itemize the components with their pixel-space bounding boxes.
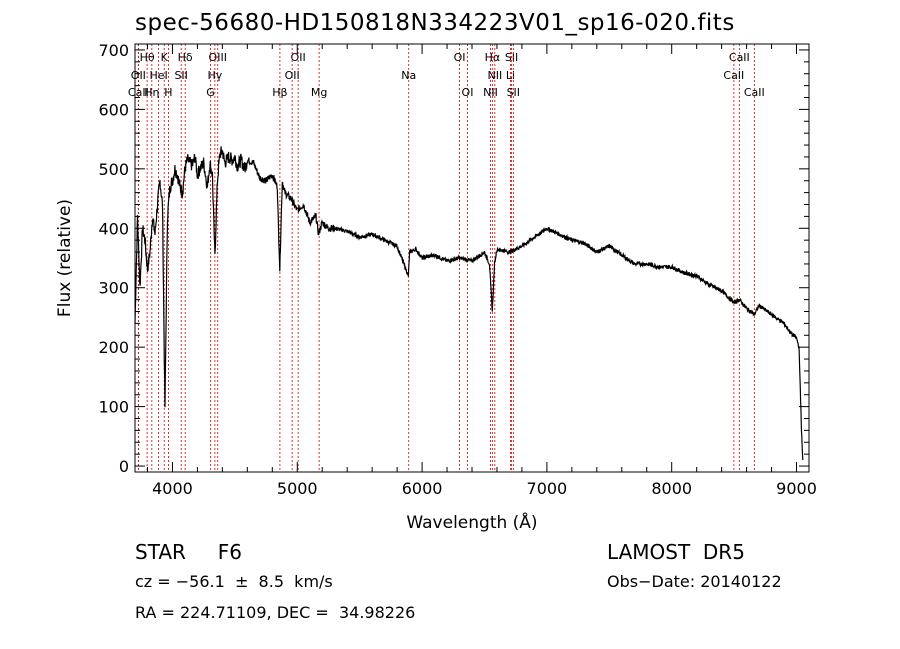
line-marker-label: NII bbox=[487, 69, 502, 82]
line-marker-label: CaII bbox=[744, 86, 765, 99]
y-tick-label: 300 bbox=[98, 279, 129, 298]
x-tick-label: 5000 bbox=[277, 479, 318, 498]
line-marker-label: K bbox=[161, 51, 169, 64]
line-marker-label: OIII bbox=[209, 51, 227, 64]
line-marker-label: H bbox=[164, 86, 172, 99]
line-marker-label: SII bbox=[507, 86, 520, 99]
observation-date: Obs−Date: 20140122 bbox=[607, 572, 782, 591]
x-tick-label: 7000 bbox=[527, 479, 568, 498]
y-tick-label: 400 bbox=[98, 219, 129, 238]
line-marker-label: Hγ bbox=[207, 69, 222, 82]
redshift-velocity: cz = −56.1 ± 8.5 km/s bbox=[135, 572, 333, 591]
line-marker-label: OII bbox=[285, 69, 300, 82]
line-marker-label: G bbox=[206, 86, 215, 99]
x-axis-label: Wavelength (Å) bbox=[406, 511, 537, 533]
y-tick-label: 500 bbox=[98, 160, 129, 179]
object-class: STAR F6 bbox=[135, 540, 242, 564]
line-marker-label: Li bbox=[506, 69, 515, 82]
line-marker-label: NII bbox=[483, 86, 498, 99]
y-tick-label: 0 bbox=[119, 457, 129, 476]
y-tick-label: 600 bbox=[98, 100, 129, 119]
x-tick-label: 9000 bbox=[776, 479, 817, 498]
chart-title: spec-56680-HD150818N334223V01_sp16-020.f… bbox=[135, 10, 735, 36]
line-marker-label: Mg bbox=[311, 86, 327, 99]
y-tick-label: 100 bbox=[98, 398, 129, 417]
y-axis-label: Flux (relative) bbox=[55, 199, 75, 317]
spectrum-line bbox=[134, 146, 804, 461]
y-tick-label: 200 bbox=[98, 338, 129, 357]
line-marker-label: Hθ bbox=[140, 51, 155, 64]
x-tick-label: 4000 bbox=[152, 479, 193, 498]
line-marker-label: CaII bbox=[729, 51, 750, 64]
plot-frame bbox=[134, 43, 810, 473]
line-marker-label: Hη bbox=[144, 86, 159, 99]
line-marker-label: SII bbox=[505, 51, 518, 64]
line-marker-label: Hα bbox=[485, 51, 501, 64]
survey-name: LAMOST DR5 bbox=[607, 540, 745, 564]
line-marker-label: Hδ bbox=[178, 51, 193, 64]
line-marker-label: HeI bbox=[149, 69, 167, 82]
x-tick-label: 6000 bbox=[402, 479, 443, 498]
y-axis: 0 100 200 300 400 500 600 700 bbox=[98, 41, 809, 476]
ra-dec-coordinates: RA = 224.71109, DEC = 34.98226 bbox=[135, 603, 416, 622]
line-marker-label: CaII bbox=[128, 86, 149, 99]
line-marker-label: OI bbox=[454, 51, 466, 64]
line-marker-label: SII bbox=[174, 69, 187, 82]
line-marker-label: Na bbox=[401, 69, 416, 82]
line-marker-label: CaII bbox=[723, 69, 744, 82]
x-tick-label: 8000 bbox=[651, 479, 692, 498]
y-tick-label: 700 bbox=[98, 41, 129, 60]
line-marker-label: Hβ bbox=[272, 86, 287, 99]
line-marker-label: OII bbox=[291, 51, 306, 64]
x-axis: 4000 5000 6000 7000 8000 9000 bbox=[146, 44, 817, 498]
line-marker-label: OI bbox=[462, 86, 474, 99]
